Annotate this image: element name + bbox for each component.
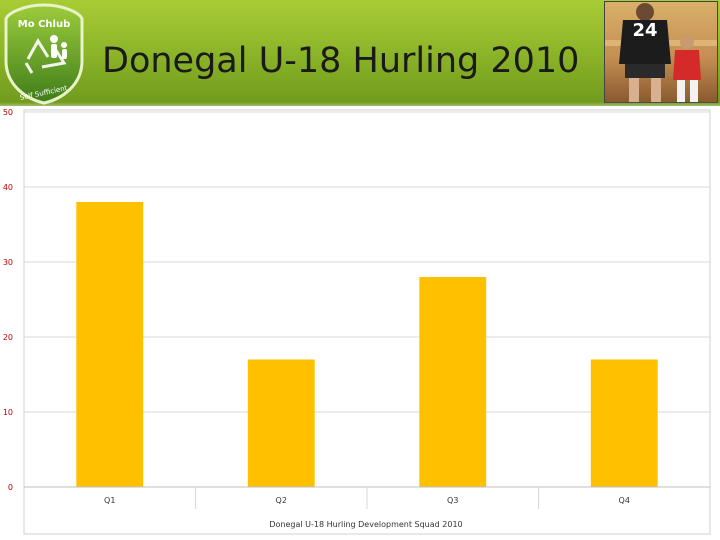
y-tick-label: 30 [3, 258, 13, 267]
slide-header: Mo Chlub Self Sufficient Donegal U-18 Hu… [0, 0, 720, 106]
bar [76, 202, 144, 487]
hurling-players-photo: 24 [604, 1, 718, 103]
y-tick-label: 10 [3, 408, 13, 417]
x-tick-label: Q3 [447, 496, 458, 505]
x-tick-labels: Q1 Q2 Q3 Q4 [104, 496, 630, 505]
logo-top-text: Mo Chlub [18, 19, 70, 30]
x-axis-title: Donegal U-18 Hurling Development Squad 2… [269, 520, 462, 529]
bars [76, 202, 658, 487]
bar-chart: 0 10 20 30 40 50 Q1 Q2 Q3 Q4 Donegal U-18 Hurlin… [3, 108, 711, 535]
y-tick-label: 0 [8, 483, 13, 492]
y-tick-labels: 0 10 20 30 40 50 [3, 108, 13, 492]
bar [247, 359, 315, 487]
player-figure [619, 3, 671, 102]
y-tick-label: 20 [3, 333, 13, 342]
x-tick-label: Q2 [276, 496, 287, 505]
bar [419, 277, 487, 487]
x-tick-label: Q4 [619, 496, 630, 505]
bar [590, 359, 658, 487]
y-tick-label: 50 [3, 108, 13, 117]
jersey-number: 24 [632, 20, 657, 41]
players-icon [50, 35, 67, 59]
y-tick-label: 40 [3, 183, 13, 192]
slide-title: Donegal U-18 Hurling 2010 [102, 41, 580, 81]
child-figure [673, 35, 701, 102]
mo-chlub-logo: Mo Chlub Self Sufficient [4, 3, 84, 105]
x-tick-label: Q1 [104, 496, 115, 505]
recycle-icon [24, 38, 67, 74]
x-axis [24, 486, 710, 509]
